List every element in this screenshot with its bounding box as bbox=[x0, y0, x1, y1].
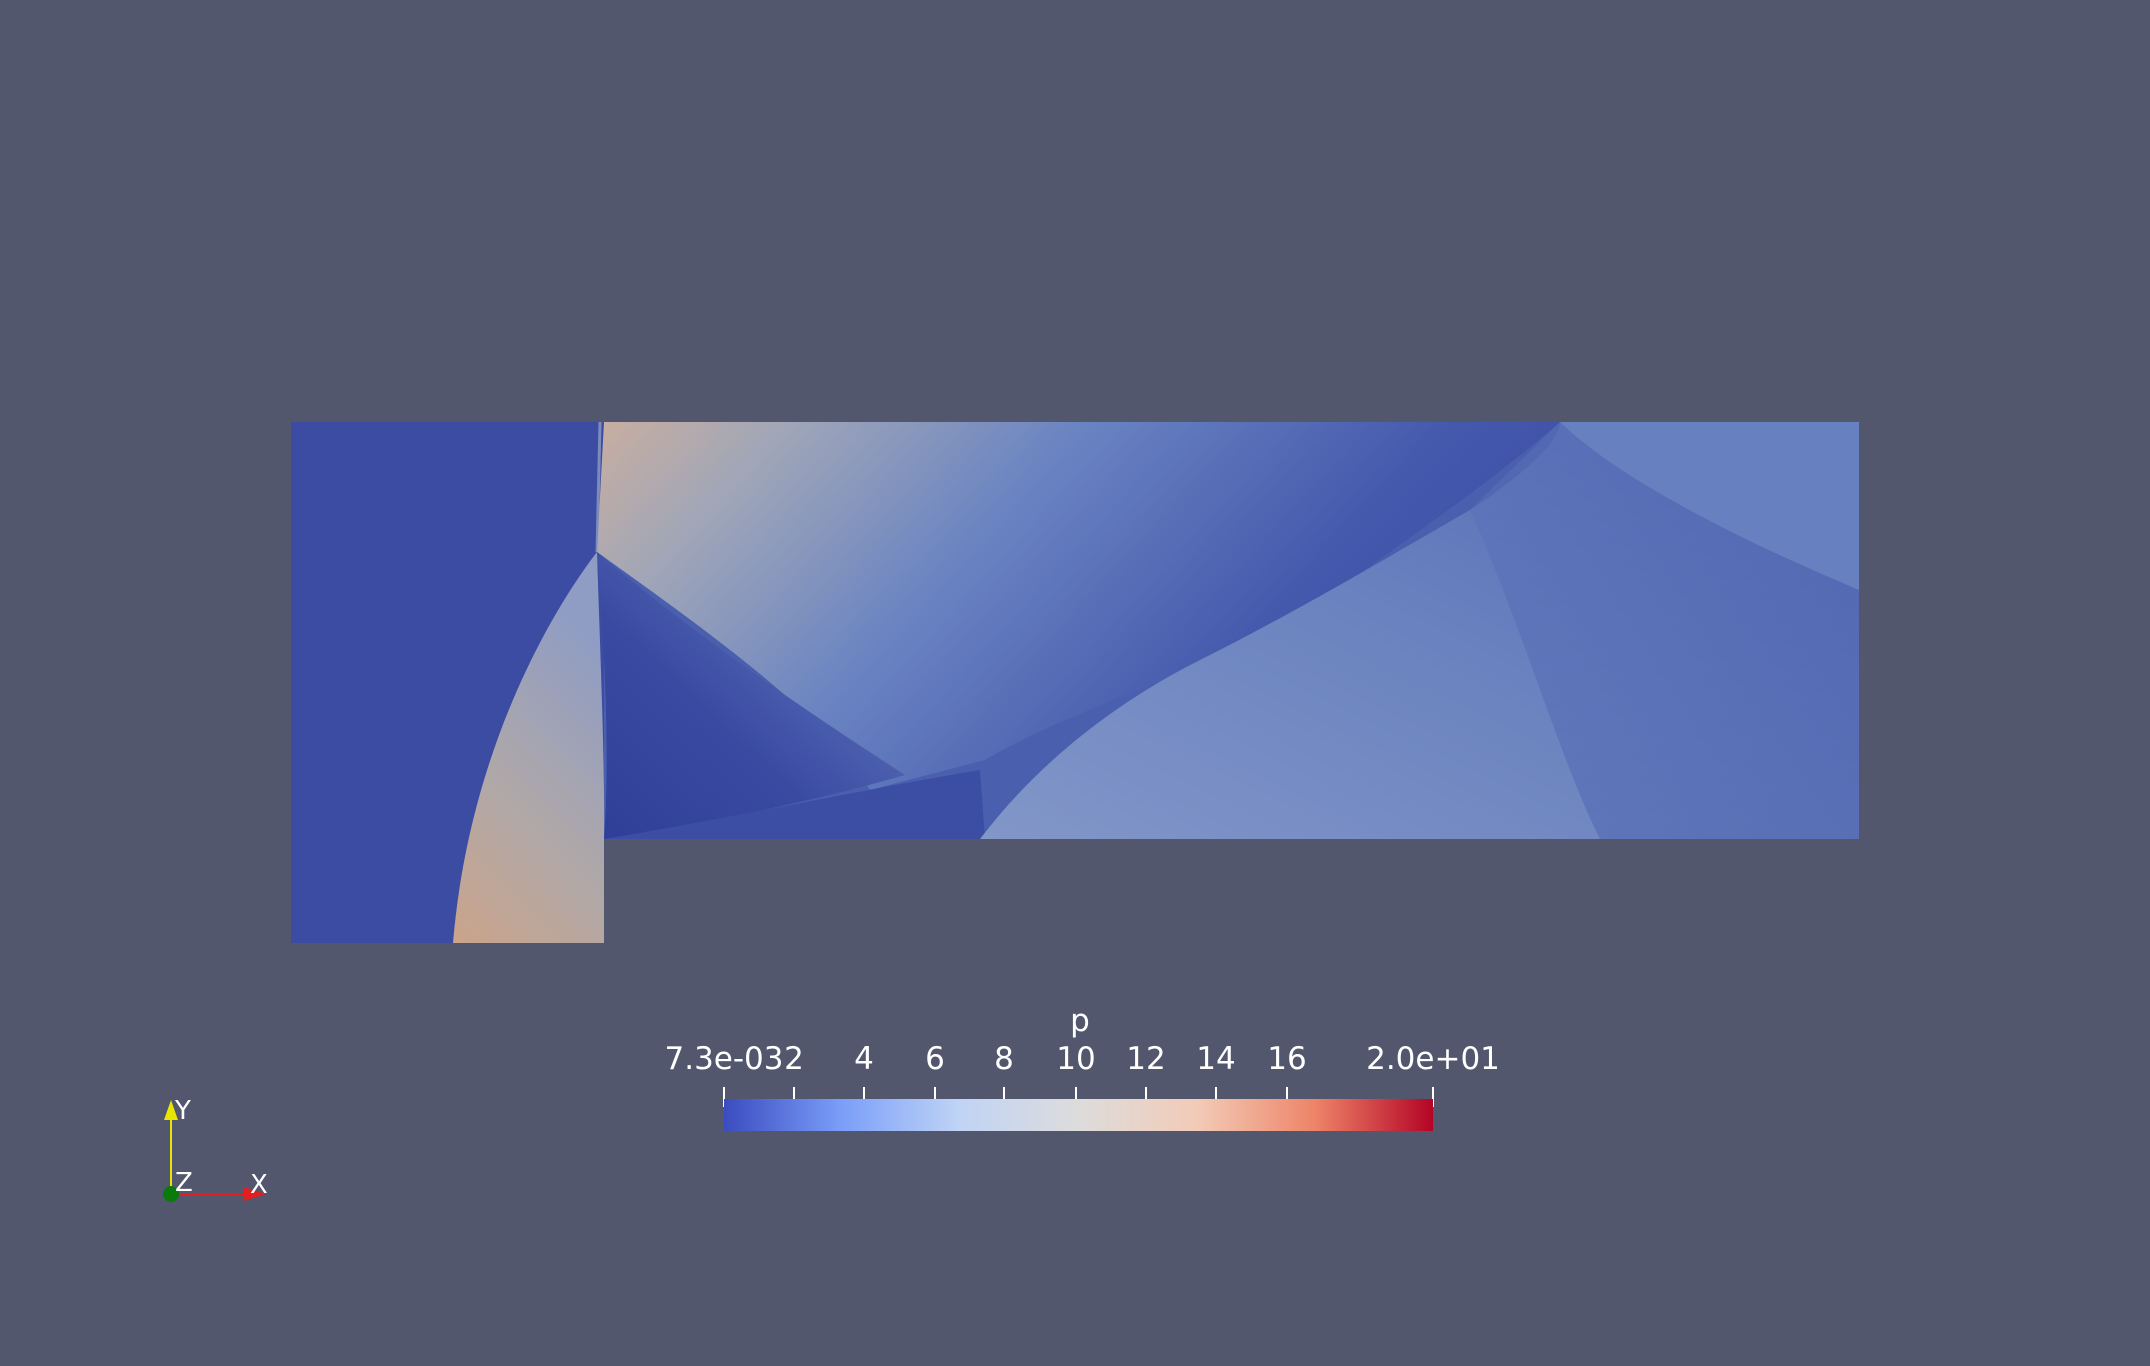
legend-tick-label: 2 bbox=[784, 1041, 804, 1077]
legend-title: p bbox=[1070, 1003, 1090, 1039]
legend-tick-mark bbox=[723, 1087, 725, 1107]
post-shock-region bbox=[597, 422, 1560, 790]
step-wall bbox=[605, 840, 1861, 950]
y-axis-arrow bbox=[164, 1100, 178, 1120]
upper-reflected-band bbox=[1560, 422, 1859, 590]
legend-tick-mark bbox=[793, 1087, 795, 1107]
incident-shock bbox=[595, 421, 602, 553]
legend-tick-label: 8 bbox=[994, 1041, 1014, 1077]
expansion-fan bbox=[597, 552, 905, 839]
z-axis-origin bbox=[163, 1186, 179, 1202]
legend-tick-label: 4 bbox=[854, 1041, 874, 1077]
legend-tick-mark bbox=[1003, 1087, 1005, 1107]
legend-tick-mark bbox=[1215, 1087, 1217, 1107]
legend-tick-mark bbox=[1075, 1087, 1077, 1107]
orientation-axes bbox=[163, 1100, 266, 1202]
legend-tick-label: 7.3e-03 bbox=[664, 1041, 784, 1077]
colorbar bbox=[724, 1099, 1433, 1131]
legend-tick-mark bbox=[1286, 1087, 1288, 1107]
legend-tick-label: 2.0e+01 bbox=[1366, 1041, 1500, 1077]
x-axis-label: X bbox=[250, 1170, 268, 1200]
legend-tick-mark bbox=[1432, 1087, 1434, 1107]
z-axis-label: Z bbox=[175, 1168, 193, 1198]
legend-tick-mark bbox=[1145, 1087, 1147, 1107]
legend-tick-mark bbox=[934, 1087, 936, 1107]
legend-tick-label: 6 bbox=[925, 1041, 945, 1077]
downstream-region bbox=[1470, 422, 1859, 839]
lower-wake-region bbox=[604, 770, 985, 839]
legend-tick-mark bbox=[863, 1087, 865, 1107]
legend-tick-label: 16 bbox=[1267, 1041, 1307, 1077]
legend-tick-label: 10 bbox=[1056, 1041, 1096, 1077]
legend-tick-label: 14 bbox=[1196, 1041, 1236, 1077]
y-axis-label: Y bbox=[175, 1096, 191, 1126]
legend-tick-label: 12 bbox=[1126, 1041, 1166, 1077]
x-axis-arrow bbox=[244, 1187, 266, 1201]
curved-shock-region bbox=[453, 552, 605, 943]
